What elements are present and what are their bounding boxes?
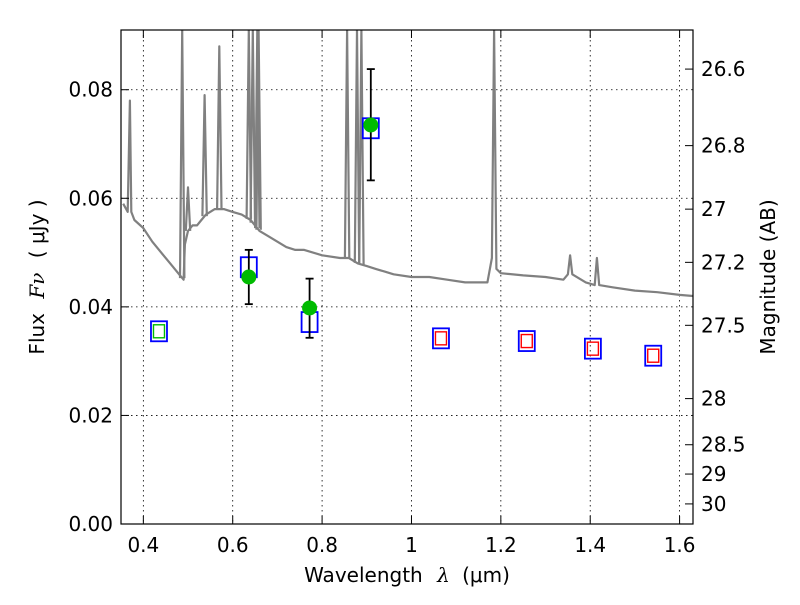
y-tick-label: 0.06 <box>68 186 113 210</box>
y2-tick-label: 26.6 <box>701 57 746 81</box>
template-continuum <box>122 30 693 298</box>
emission-line-spike <box>178 30 186 279</box>
template-spectrum <box>122 30 693 298</box>
y-axis-label-unit: ( μJy ) <box>25 199 49 258</box>
emission-line-spike <box>353 30 361 263</box>
model-inner-box <box>152 324 166 339</box>
x-tick-label: 0.4 <box>127 533 159 557</box>
emission-line-spike <box>216 45 223 210</box>
y-axis-label-text: Flux <box>25 313 49 355</box>
model-box <box>584 337 602 360</box>
y2-tick-label: 27.2 <box>701 250 746 274</box>
observed-points <box>241 68 379 339</box>
y2-tick-label: 27 <box>701 197 726 221</box>
y2-tick-label: 29 <box>701 462 726 486</box>
x-axis-label-text: Wavelength <box>304 563 423 587</box>
y2-axis-label: Magnitude (AB) <box>756 199 780 354</box>
y-tick-label: 0.00 <box>68 512 113 536</box>
y-tick-label: 0.02 <box>68 403 113 427</box>
y2-tick-label: 28.5 <box>701 433 746 457</box>
axis-ticks: 0.4 0.6 0.8 1 1.2 1.4 1.6 0.00 0.02 0.04 0.06 0.08 2… <box>68 30 746 557</box>
emission-line-spike <box>255 30 262 230</box>
y2-tick-label: 26.8 <box>701 134 746 158</box>
x-tick-label: 1.4 <box>574 533 606 557</box>
model-inner-box <box>647 348 660 363</box>
emission-line-spike <box>254 30 261 229</box>
y-tick-label: 0.04 <box>68 295 113 319</box>
model-box <box>517 330 536 352</box>
plot-frame <box>120 29 694 525</box>
observed-point <box>241 269 257 285</box>
y2-tick-label: 30 <box>701 492 726 516</box>
x-tick-label: 1 <box>405 533 418 557</box>
y2-tick-label: 27.5 <box>701 313 746 337</box>
y2-tick-label: 28 <box>701 387 726 411</box>
observed-point <box>302 300 318 316</box>
x-axis-label-symbol: λ <box>436 563 450 587</box>
emission-line-spike <box>358 30 365 265</box>
emission-line-spike <box>201 94 208 217</box>
y-tick-label: 0.08 <box>68 78 113 102</box>
model-box <box>644 344 663 367</box>
x-axis-label: Wavelength λ (μm) <box>304 563 510 587</box>
y-axis-label-symbol: Fν <box>25 273 49 300</box>
y-axis-label: Flux Fν ( μJy ) <box>25 199 49 354</box>
model-inner-box <box>520 333 533 349</box>
x-axis-label-unit: (μm) <box>462 563 510 587</box>
x-tick-label: 0.8 <box>306 533 338 557</box>
x-tick-label: 1.6 <box>664 533 696 557</box>
observed-point <box>363 117 379 133</box>
model-box <box>432 327 450 350</box>
model-box <box>150 320 168 343</box>
emission-line-spike <box>184 186 192 231</box>
emission-line-spike <box>343 30 351 259</box>
model-inner-box <box>586 341 600 356</box>
model-points <box>150 117 663 367</box>
x-tick-label: 0.6 <box>217 533 249 557</box>
emission-line-spike <box>249 30 257 223</box>
x-tick-label: 1.2 <box>485 533 517 557</box>
model-inner-box <box>434 331 448 346</box>
